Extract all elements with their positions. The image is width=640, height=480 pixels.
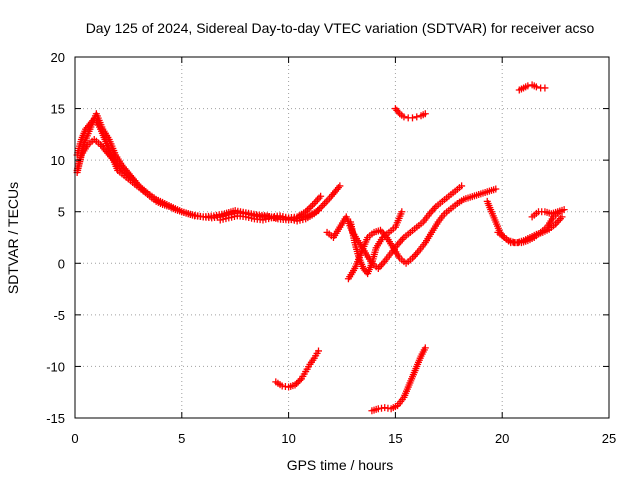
series-arc-main-1 <box>73 115 325 222</box>
axis-ticks: 0 5 10 15 20 25 -15 -10 -5 0 5 10 15 20 <box>46 50 616 446</box>
series-arc-high-1 <box>391 105 429 122</box>
grid <box>75 57 609 418</box>
data-point <box>492 185 500 193</box>
x-axis-label: GPS time / hours <box>287 457 394 473</box>
data-point <box>398 208 406 216</box>
x-tick-label: 5 <box>178 431 185 446</box>
data-point-interp <box>309 201 317 209</box>
data-point-interp <box>294 378 302 386</box>
series-arc-right-3 <box>528 206 568 221</box>
data-point <box>315 347 323 355</box>
chart-title: Day 125 of 2024, Sidereal Day-to-day VTE… <box>86 20 595 36</box>
y-tick-label: 10 <box>51 153 65 168</box>
data-point <box>413 113 421 121</box>
x-tick-label: 25 <box>602 431 616 446</box>
data-point-interp <box>296 376 304 384</box>
series-arc-mid-steep <box>347 208 406 278</box>
data-point <box>336 182 344 190</box>
data-point <box>408 114 416 122</box>
series-arc-main-3 <box>216 182 344 225</box>
data-point <box>558 213 566 221</box>
data-point <box>291 381 299 389</box>
data-markers <box>73 81 568 415</box>
data-point <box>317 192 325 200</box>
x-tick-label: 10 <box>281 431 295 446</box>
x-tick-label: 0 <box>71 431 78 446</box>
data-point <box>541 84 549 92</box>
y-tick-label: -10 <box>46 359 65 374</box>
data-point <box>421 110 429 118</box>
data-point <box>458 182 466 190</box>
data-point-interp <box>293 379 301 387</box>
y-tick-label: 20 <box>51 50 65 65</box>
series-arc-low-2 <box>368 344 429 415</box>
y-tick-label: 0 <box>58 256 65 271</box>
data-point <box>532 83 540 91</box>
x-tick-label: 15 <box>388 431 402 446</box>
series-arc-right-2 <box>494 213 566 247</box>
x-tick-label: 20 <box>495 431 509 446</box>
series-arc-high-2 <box>515 81 549 94</box>
data-point <box>524 82 532 90</box>
y-tick-label: -15 <box>46 411 65 426</box>
data-point <box>560 206 568 214</box>
series-arc-low-1 <box>272 347 323 391</box>
y-axis-label: SDTVAR / TECUs <box>5 182 21 294</box>
data-point <box>400 113 408 121</box>
series-arc-left-low <box>73 136 139 185</box>
data-point <box>421 344 429 352</box>
data-point-interp <box>307 203 315 211</box>
y-tick-label: -5 <box>53 308 65 323</box>
plot-frame <box>74 56 610 419</box>
data-point <box>131 177 139 185</box>
y-tick-label: 5 <box>58 205 65 220</box>
series-arc-main-2 <box>73 110 323 224</box>
y-tick-label: 15 <box>51 102 65 117</box>
